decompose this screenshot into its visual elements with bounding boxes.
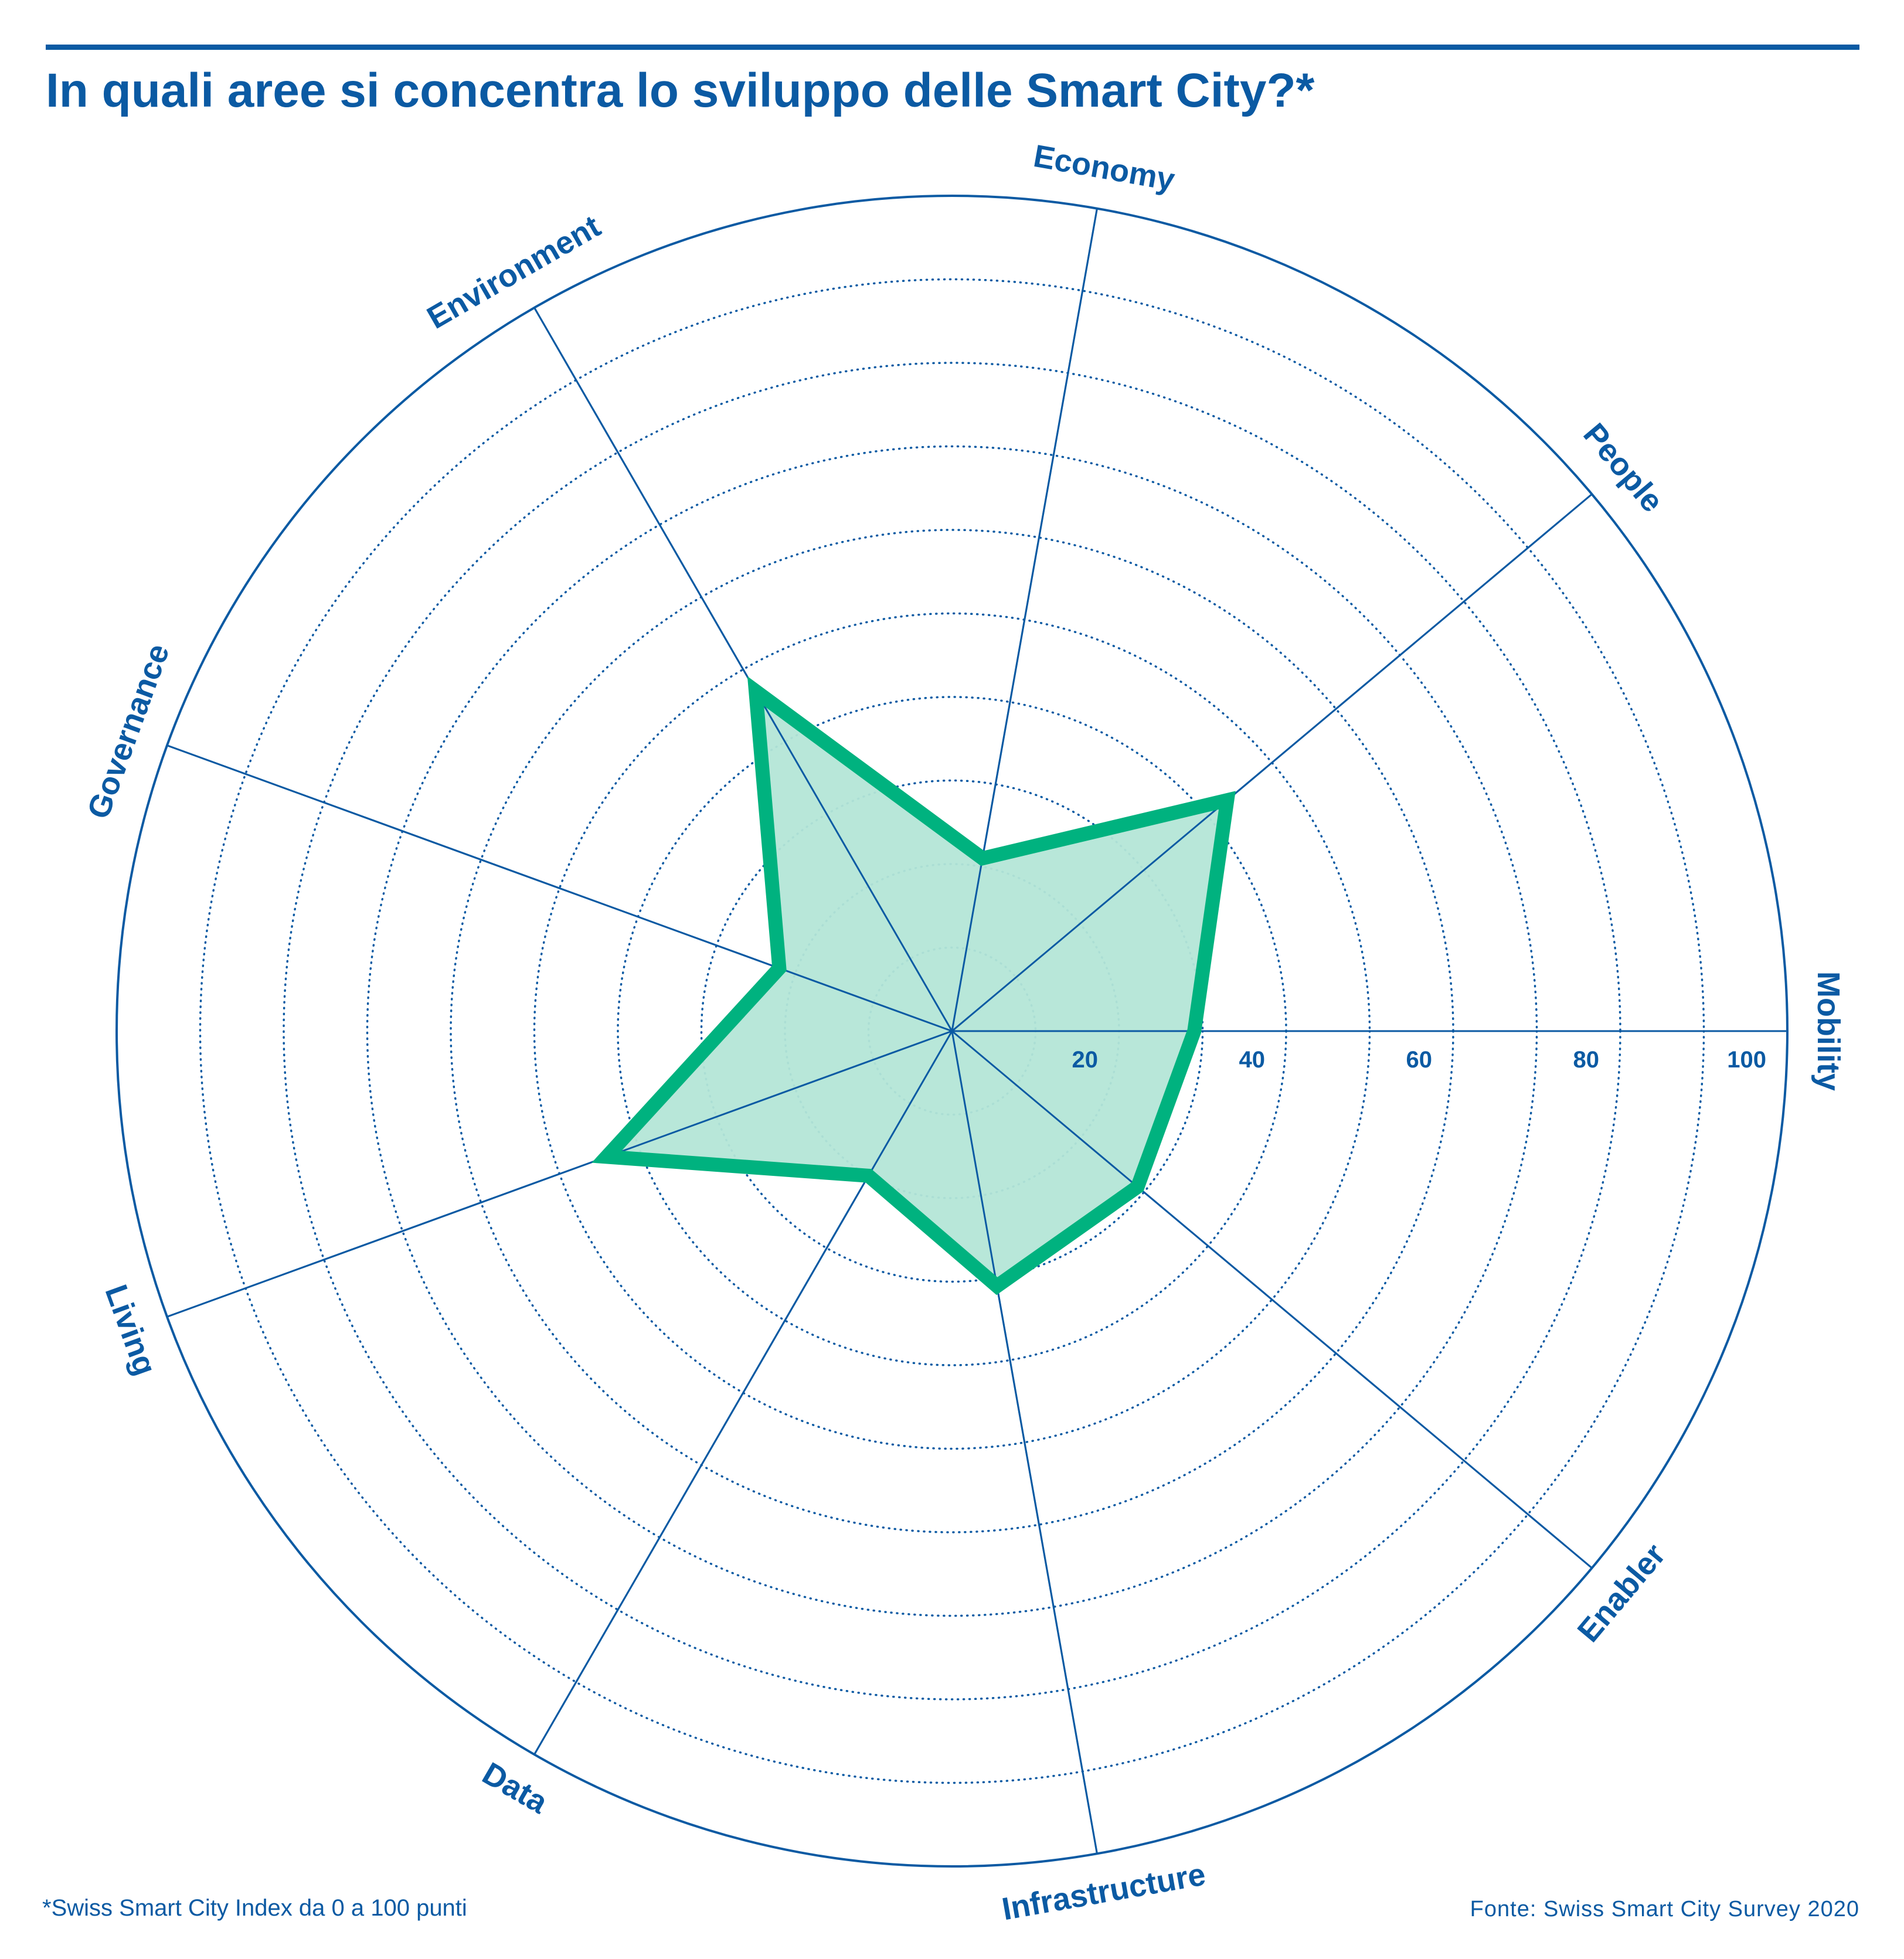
axis-label-economy: Economy [1031,138,1178,198]
spoke-overlay-living [166,1030,953,1318]
axis-label-data: Data [477,1756,554,1821]
axis-label-mobility: Mobility [1811,971,1846,1091]
chart-title: In quali aree si concentra lo sviluppo d… [46,64,1315,117]
source-note: Fonte: Swiss Smart City Survey 2020 [1470,1897,1859,1921]
series-point-enabler [1137,1186,1138,1188]
series-point-people [1226,800,1228,801]
radar-series [166,208,1787,1854]
series-point-mobility [1194,1030,1195,1032]
axis-label-enabler: Enabler [1571,1537,1672,1648]
spoke-overlay-environment [533,307,953,1032]
axis-label-people: People [1576,417,1670,519]
tick-label-40: 40 [1239,1047,1266,1073]
spoke-overlay-infrastructure [951,1030,1098,1854]
spoke-overlay-enabler [951,1030,1593,1569]
tick-label-80: 80 [1573,1047,1600,1073]
series-point-governance [778,967,780,969]
series-point-infrastructure [996,1285,998,1287]
radar-tick-labels: 20 40 60 80 100 [1072,1047,1767,1073]
series-point-environment [755,690,757,692]
axis-label-living: Living [98,1280,164,1380]
series-point-living [606,1156,607,1158]
spoke-overlay-people [951,493,1593,1032]
spoke-overlay-economy [951,208,1098,1032]
tick-label-60: 60 [1406,1047,1433,1073]
series-point-economy [981,858,983,859]
axis-label-environment: Environment [421,209,607,336]
tick-label-100: 100 [1727,1047,1766,1073]
top-rule [46,45,1859,50]
footnote: *Swiss Smart City Index da 0 a 100 punti [42,1895,467,1921]
spoke-overlay-governance [166,744,953,1032]
tick-label-20: 20 [1072,1047,1099,1073]
axis-label-infrastructure: Infrastructure [999,1856,1208,1927]
series-line [591,676,1236,1295]
axis-label-governance: Governance [81,640,176,824]
series-point-data [868,1175,869,1176]
spoke-overlay-data [533,1030,953,1755]
